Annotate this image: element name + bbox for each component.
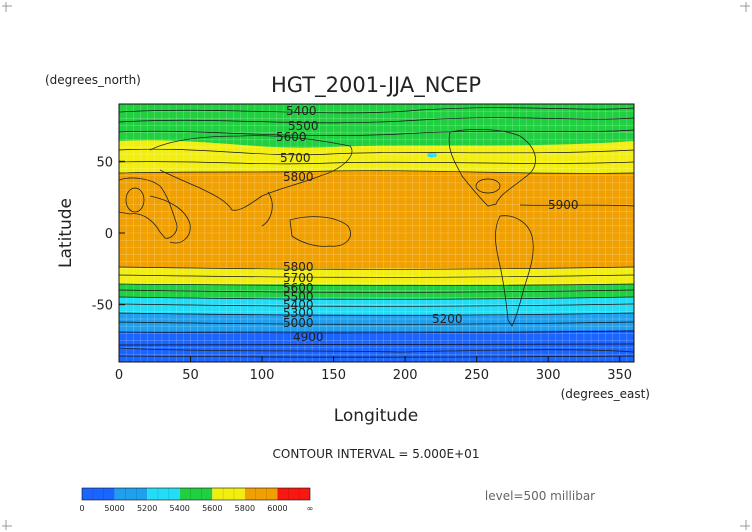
x-tick-label: 0 [115,368,123,383]
x-tick-label: 50 [182,368,199,383]
colorbar-swatch [179,488,213,500]
colorbar-label: ∞ [307,504,314,513]
contour-label: 5400 [283,298,314,312]
contour-label: 4900 [293,330,324,344]
contour-label: 5200 [432,312,463,326]
x-tick-label: 200 [393,368,418,383]
colorbar-label: 5400 [170,504,190,513]
band-mid-blue [119,312,634,332]
band-orange-tropics [119,169,634,269]
colorbar-swatch [212,488,245,500]
contour-label: 5000 [283,316,314,330]
contour-interval-text: CONTOUR INTERVAL = 5.000E+01 [273,447,480,461]
colorbar-label: 0 [79,504,84,513]
contour-label: 5900 [548,198,579,212]
x-axis-label: Longitude [334,406,419,426]
map-title: HGT_2001-JJA_NCEP [271,73,481,98]
x-units-label: (degrees_east) [561,387,650,401]
colorbar: 0 5000 5200 5400 5600 5800 6000 ∞ [79,487,314,513]
x-tick-label: 250 [464,368,489,383]
contour-label: 5500 [283,290,314,304]
y-tick-label: 50 [96,155,113,170]
colorbar-frame [81,487,311,501]
contour-label: 5400 [286,104,317,118]
y-tick-label: -50 [92,299,113,314]
colorbar-swatch [147,488,180,500]
x-tick-label: 100 [250,368,275,383]
x-tick-label: 300 [536,368,561,383]
contour-label: 5500 [288,119,319,133]
band-yellow-north [119,139,634,174]
colorbar-label: 5000 [104,504,124,513]
contour-label: 5800 [283,170,314,184]
band-cyan-south [119,296,634,315]
contour-lines [119,107,634,358]
x-axis: 0 50 100 150 200 250 300 350 [115,356,632,383]
x-tick-label: 150 [321,368,346,383]
colorbar-label: 5600 [202,504,222,513]
y-axis-label: Latitude [56,198,76,268]
band-yellow-south [119,266,634,285]
coastlines [119,128,634,353]
lat-lon-grid [119,104,634,362]
contour-label: 5700 [283,271,314,285]
contour-label: 5300 [283,306,314,320]
contour-label: 5600 [283,281,314,295]
contour-label: 5700 [280,151,311,165]
colorbar-label: 5200 [137,504,157,513]
colorbar-label: 5800 [235,504,255,513]
colorbar-label: 6000 [267,504,287,513]
colorbar-swatch [277,488,310,500]
x-tick-label: 350 [607,368,632,383]
y-tick-label: 0 [105,227,113,242]
colorbar-swatch [114,488,148,500]
level-text: level=500 millibar [485,489,595,503]
colorbar-swatch [82,488,115,500]
y-units-label: (degrees_north) [45,73,141,87]
contour-label: 5800 [283,260,314,274]
colorbar-swatch [244,488,278,500]
contour-labels: 5400 5500 5600 5700 5800 5900 5800 5700 … [276,104,579,344]
contour-label: 5600 [276,130,307,144]
y-axis: 50 0 -50 [92,155,125,314]
contour-field [119,104,634,362]
cyan-spot [427,152,437,158]
